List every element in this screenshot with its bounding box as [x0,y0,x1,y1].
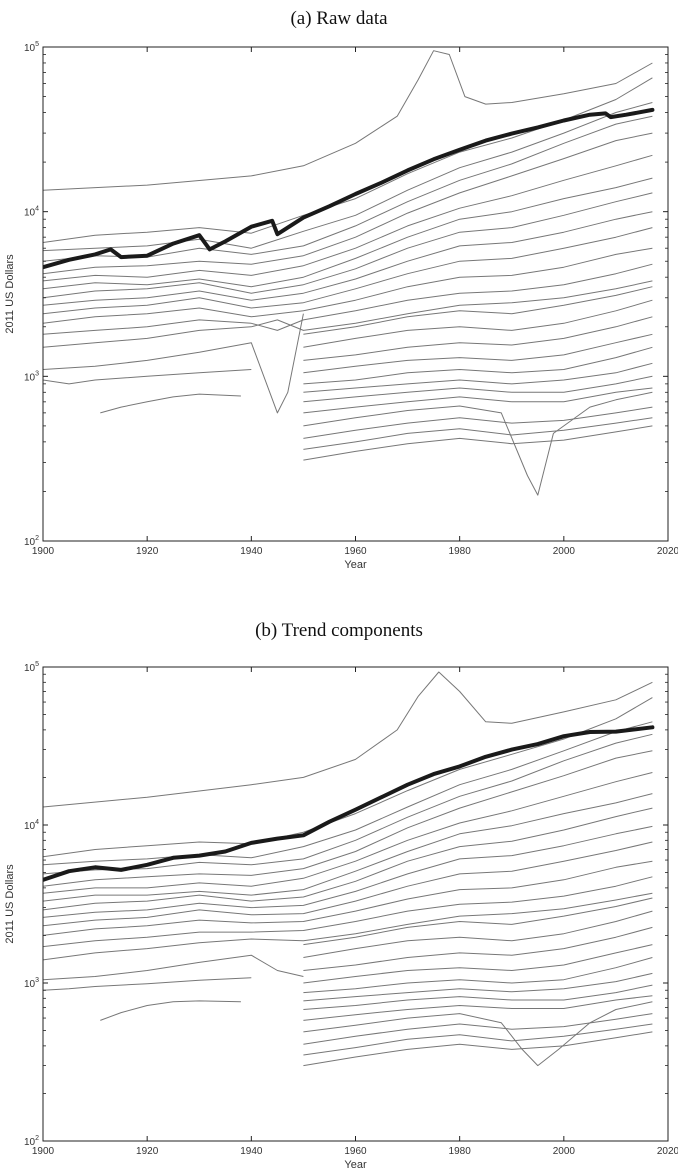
series-line-8 [43,192,653,299]
series-line-2 [43,697,653,858]
plot-frame [42,666,669,1142]
series-line-12 [43,876,653,948]
series-line-19 [303,316,653,361]
series-line-27 [303,1023,653,1056]
x-tick-label: 2020 [657,546,678,557]
y-tick-label: 104 [24,819,39,832]
series-line-14 [43,954,304,981]
series-line-27 [303,417,653,450]
chart-trend-components: 1900 1920 1940 1960 1980 2000 2020 102 103 104 105… [4,661,678,1171]
x-tick-label: 1960 [344,1146,367,1157]
series-line-13 [43,892,653,961]
x-axis-label: Year [344,559,367,571]
series-line-3 [43,102,653,252]
x-tick-label: 2000 [553,546,576,557]
x-tick-label: 1960 [344,546,367,557]
series-line-26 [303,406,653,439]
series-line-24 [303,387,653,414]
series-line-17 [303,286,653,335]
y-tick-label: 102 [24,535,39,548]
series-line-6 [43,772,653,894]
series-line-18 [303,910,653,958]
series-line-25 [303,391,653,496]
y-tick-label: 105 [24,661,39,674]
series-line-26 [303,1013,653,1045]
series-line-9 [43,825,653,918]
y-tick-label: 104 [24,206,39,219]
series-line-25 [303,1001,653,1067]
series-line-9 [43,211,653,306]
y-tick-label: 103 [24,977,39,990]
series-line-28 [303,1031,653,1067]
series-line-22 [303,362,653,393]
series-line-1 [43,671,653,808]
series-line-16 [100,393,241,414]
series-line-7 [43,793,653,902]
x-tick-label: 2020 [657,1146,678,1157]
highlight-series-line [43,725,655,882]
x-axis-label: Year [344,1159,367,1171]
series-line-15 [43,977,252,991]
series-line-16 [100,1000,241,1021]
series-line-17 [303,897,653,946]
y-axis-label: 2011 US Dollars [4,864,16,944]
series-line-19 [303,926,653,971]
series-line-4 [43,733,653,875]
x-tick-label: 1900 [32,546,55,557]
chart-title: (b) Trend components [255,620,423,641]
series-line-14 [43,313,304,414]
series-line-21 [303,957,653,994]
series-line-7 [43,177,653,290]
y-tick-label: 102 [24,1135,39,1148]
series-line-6 [43,154,653,282]
chart-panel-raw-data: (a) Raw data 1900 1920 1940 1960 1980 2000 202… [0,0,678,580]
highlight-series-line [43,107,655,270]
x-tick-label: 1980 [449,546,472,557]
chart-raw-data: 1900 1920 1940 1960 1980 2000 2020 102 103 104 105… [4,41,678,571]
x-tick-label: 2000 [553,1146,576,1157]
series-line-10 [43,841,653,927]
plot-frame [42,46,669,542]
y-axis-label: 2011 US Dollars [4,254,16,334]
series-line-20 [303,333,653,374]
series-line-23 [303,375,653,403]
series-line-11 [43,247,653,324]
chart-panel-trend-components: (b) Trend components 1900 1920 1940 1960 198… [0,612,678,1174]
chart-title: (a) Raw data [290,8,388,29]
series-line-1 [43,50,653,191]
series-line-10 [43,227,653,315]
y-tick-label: 105 [24,41,39,54]
series-line-21 [303,346,653,385]
x-tick-label: 1920 [136,1146,159,1157]
x-tick-label: 1980 [449,1146,472,1157]
series-line-23 [303,984,653,1010]
x-tick-label: 1940 [240,546,263,557]
series-line-5 [43,132,653,275]
series-line-28 [303,425,653,461]
series-line-5 [43,750,653,887]
series-line-15 [43,369,252,385]
plot-area [43,671,655,1067]
series-line-3 [43,721,653,866]
series-line-8 [43,807,653,911]
series-line-13 [43,280,653,348]
series-line-18 [303,299,653,348]
y-tick-label: 103 [24,370,39,383]
x-tick-label: 1920 [136,546,159,557]
series-line-24 [303,995,653,1021]
x-tick-label: 1940 [240,1146,263,1157]
series-line-11 [43,860,653,936]
series-line-12 [43,263,653,335]
series-line-20 [303,944,653,984]
plot-area [43,50,655,496]
x-tick-label: 1900 [32,1146,55,1157]
series-line-22 [303,972,653,1002]
